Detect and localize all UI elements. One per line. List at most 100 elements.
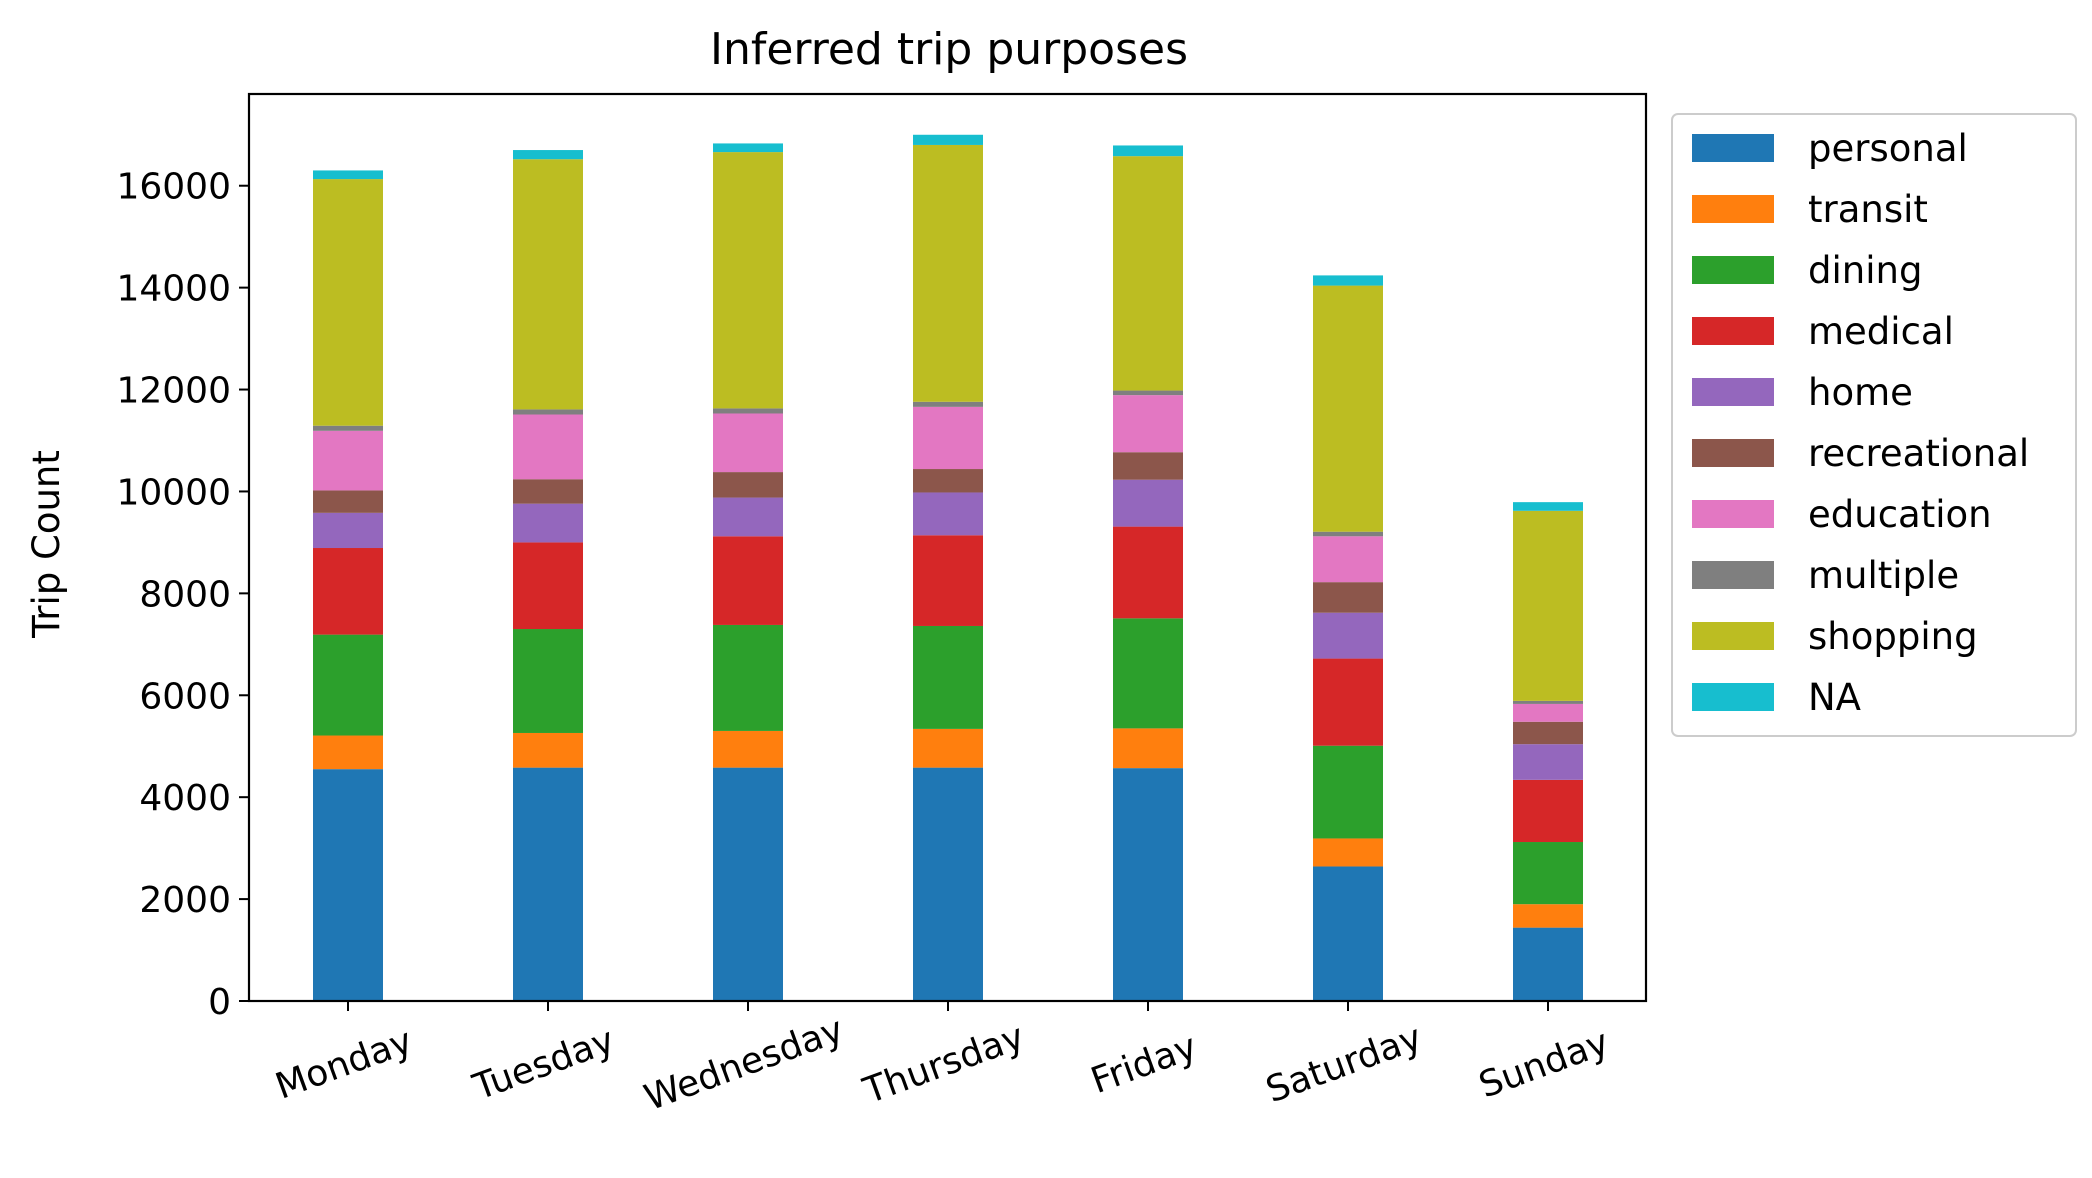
bar-multiple-sunday — [1513, 700, 1583, 704]
y-tick-label: 6000 — [139, 676, 231, 717]
plot-area: 0 2000 4000 6000 8000 10000 12000 14000 16000 Mo… — [116, 92, 1648, 1119]
bar-recreational-thursday — [913, 469, 983, 493]
legend-label-na: NA — [1808, 676, 1861, 719]
bar-personal-friday — [1113, 768, 1183, 1001]
x-tick-label: Monday — [270, 1021, 418, 1108]
bar-na-sunday — [1513, 502, 1583, 511]
bar-transit-sunday — [1513, 904, 1583, 928]
legend-label-personal: personal — [1808, 127, 1968, 170]
plot-frame — [247, 92, 1648, 1003]
bar-medical-thursday — [913, 535, 983, 626]
legend-swatch-medical — [1692, 317, 1774, 345]
legend-swatch-dining — [1692, 256, 1774, 284]
bar-dining-saturday — [1313, 745, 1383, 839]
bar-medical-friday — [1113, 526, 1183, 619]
bar-recreational-tuesday — [513, 479, 583, 504]
legend-swatch-home — [1692, 378, 1774, 406]
bar-home-wednesday — [713, 497, 783, 537]
x-tick-label: Wednesday — [639, 1009, 849, 1119]
bar-dining-wednesday — [713, 624, 783, 731]
bar-shopping-sunday — [1513, 510, 1583, 701]
bar-transit-monday — [313, 735, 383, 770]
legend-label-medical: medical — [1808, 310, 1954, 353]
x-tick-label: Thursday — [857, 1016, 1029, 1112]
bar-transit-thursday — [913, 728, 983, 768]
bar-transit-saturday — [1313, 838, 1383, 867]
bar-transit-wednesday — [713, 730, 783, 768]
bar-na-wednesday — [713, 143, 783, 153]
y-axis-ticks: 0 2000 4000 6000 8000 10000 12000 14000 16000 — [116, 167, 249, 1023]
bar-multiple-saturday — [1313, 531, 1383, 537]
bar-personal-wednesday — [713, 767, 783, 1001]
bar-dining-monday — [313, 634, 383, 736]
bar-education-thursday — [913, 406, 983, 470]
y-tick-label: 8000 — [139, 574, 231, 615]
bar-shopping-saturday — [1313, 285, 1383, 532]
bar-education-sunday — [1513, 703, 1583, 722]
bar-multiple-thursday — [913, 401, 983, 407]
bar-home-thursday — [913, 492, 983, 536]
bar-recreational-wednesday — [713, 472, 783, 498]
bar-multiple-wednesday — [713, 408, 783, 414]
y-axis-label: Trip Count — [25, 450, 68, 639]
x-axis-ticks: Monday Tuesday Wednesday Thursday Friday Satu… — [270, 1001, 1614, 1119]
chart-title: Inferred trip purposes — [710, 24, 1188, 75]
bar-multiple-tuesday — [513, 409, 583, 415]
bar-personal-thursday — [913, 767, 983, 1001]
legend-swatch-education — [1692, 500, 1774, 528]
bar-transit-friday — [1113, 728, 1183, 769]
bar-education-wednesday — [713, 413, 783, 473]
bar-shopping-monday — [313, 179, 383, 426]
bar-home-tuesday — [513, 503, 583, 543]
bar-home-saturday — [1313, 612, 1383, 659]
y-tick-label: 2000 — [139, 880, 231, 921]
bar-shopping-thursday — [913, 144, 983, 402]
bar-recreational-friday — [1113, 452, 1183, 480]
legend-label-shopping: shopping — [1808, 615, 1978, 658]
x-tick-label: Friday — [1086, 1026, 1203, 1102]
bar-recreational-sunday — [1513, 721, 1583, 745]
legend-swatch-shopping — [1692, 622, 1774, 650]
bar-dining-sunday — [1513, 842, 1583, 905]
y-tick-label: 10000 — [116, 472, 231, 513]
bar-education-friday — [1113, 395, 1183, 453]
bar-education-tuesday — [513, 414, 583, 480]
bar-na-saturday — [1313, 275, 1383, 286]
bar-medical-sunday — [1513, 779, 1583, 843]
bar-personal-saturday — [1313, 866, 1383, 1001]
bar-dining-thursday — [913, 625, 983, 729]
legend-label-education: education — [1808, 493, 1992, 536]
bar-recreational-saturday — [1313, 582, 1383, 613]
legend-swatch-recreational — [1692, 439, 1774, 467]
bar-na-friday — [1113, 145, 1183, 157]
legend-label-home: home — [1808, 371, 1913, 414]
bar-dining-friday — [1113, 618, 1183, 729]
bar-medical-wednesday — [713, 536, 783, 625]
bar-education-saturday — [1313, 536, 1383, 583]
bar-multiple-friday — [1113, 390, 1183, 396]
bar-medical-tuesday — [513, 542, 583, 630]
legend-label-transit: transit — [1808, 188, 1928, 231]
bar-dining-tuesday — [513, 629, 583, 733]
bar-recreational-monday — [313, 490, 383, 513]
bar-na-monday — [313, 170, 383, 180]
bar-personal-monday — [313, 769, 383, 1001]
y-tick-label: 14000 — [116, 269, 231, 310]
bar-multiple-monday — [313, 425, 383, 431]
y-tick-label: 16000 — [116, 167, 231, 208]
legend-label-recreational: recreational — [1808, 432, 2029, 475]
bar-home-monday — [313, 512, 383, 549]
bar-personal-sunday — [1513, 927, 1583, 1001]
bar-personal-tuesday — [513, 767, 583, 1001]
legend-label-multiple: multiple — [1808, 554, 1959, 597]
bar-shopping-wednesday — [713, 152, 783, 409]
bar-medical-saturday — [1313, 658, 1383, 746]
x-tick-label: Tuesday — [467, 1020, 620, 1109]
bar-shopping-tuesday — [513, 159, 583, 410]
legend-swatch-transit — [1692, 195, 1774, 223]
x-tick-label: Sunday — [1474, 1022, 1615, 1107]
legend-label-dining: dining — [1808, 249, 1922, 292]
bar-transit-tuesday — [513, 732, 583, 768]
legend: personal transit dining medical home recreati… — [1671, 113, 2077, 737]
